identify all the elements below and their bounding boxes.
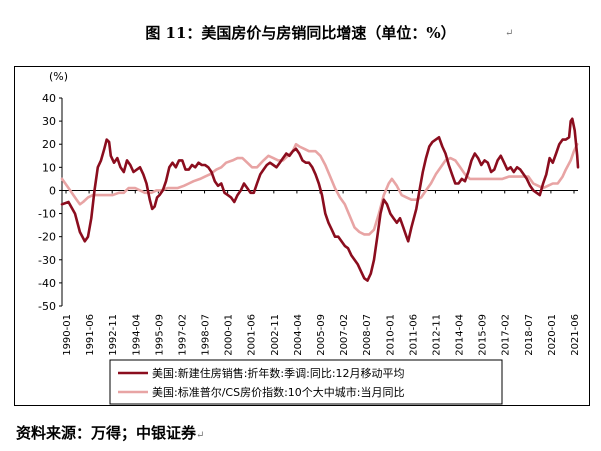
y-tick-label: -20 — [38, 231, 56, 244]
legend-label: 美国:标准普尔/CS房价指数:10个大中城市:当月同比 — [152, 385, 404, 399]
x-tick-label: 1995-09 — [154, 314, 165, 356]
x-tick-label: 2002-11 — [270, 314, 281, 356]
chart-title: 图 11：美国房价与房销同比增速（单位：%） ↵ — [0, 22, 601, 43]
x-tick-label: 2010-01 — [385, 314, 396, 356]
y-tick-label: -30 — [38, 254, 56, 267]
x-tick-label: 2011-06 — [408, 314, 419, 356]
x-tick-label: 2001-06 — [247, 314, 258, 356]
series-lines — [60, 117, 580, 282]
x-tick-label: 1994-04 — [131, 314, 142, 356]
footnote: 资料来源：万得；中银证券↵ — [16, 422, 204, 443]
y-tick-label: -40 — [38, 277, 56, 290]
x-tick-label: 2014-04 — [455, 314, 466, 356]
series-line-1 — [60, 117, 580, 282]
chart-frame — [14, 66, 590, 406]
x-tick-label: 1992-11 — [108, 314, 119, 356]
legend: 美国:新建住房销售:折年数:季调:同比:12月移动平均美国:标准普尔/CS房价指… — [109, 359, 503, 405]
x-tick-label: 2021-06 — [570, 314, 581, 356]
y-tick-label: -50 — [38, 300, 56, 313]
y-unit-label: (%) — [49, 70, 68, 83]
y-tick-label: 30 — [42, 115, 56, 128]
paragraph-mark: ↵ — [505, 28, 514, 39]
y-tick-label: -10 — [38, 208, 56, 221]
x-tick-label: 2017-02 — [501, 314, 512, 356]
y-tick-label: 0 — [49, 184, 56, 197]
y-axis: 40 30 20 10 0 -10 -20 -30 -40 -50 — [38, 92, 63, 313]
footnote-text: 资料来源：万得；中银证券 — [16, 424, 197, 442]
y-tick-label: 40 — [42, 92, 56, 105]
x-tick-label: 1998-07 — [201, 314, 212, 356]
y-tick-label: 10 — [42, 161, 56, 174]
x-tick-label: 2004-04 — [293, 314, 304, 356]
legend-box — [109, 359, 503, 405]
series-line-2 — [60, 142, 579, 236]
x-tick-label: 2000-01 — [224, 314, 235, 356]
x-tick-label: 2015-09 — [478, 314, 489, 356]
x-tick-label: 2005-09 — [316, 314, 327, 356]
x-tick-label: 2020-01 — [547, 314, 558, 356]
x-tick-label: 2007-02 — [339, 314, 350, 356]
y-tick-label: 20 — [42, 138, 56, 151]
x-tick-label: 2008-07 — [362, 314, 373, 356]
x-axis: 1990-01 1991-06 1992-11 1994-04 1995-09 1997-… — [62, 189, 581, 356]
x-tick-label: 2012-11 — [431, 314, 442, 356]
x-tick-label: 1991-06 — [85, 314, 96, 356]
x-tick-label: 1997-02 — [177, 314, 188, 356]
legend-label: 美国:新建住房销售:折年数:季调:同比:12月移动平均 — [152, 366, 405, 380]
x-tick-label: 1990-01 — [62, 314, 73, 356]
x-tick-label: 2018-07 — [524, 314, 535, 356]
chart-title-text: 图 11：美国房价与房销同比增速（单位：%） — [145, 24, 456, 42]
paragraph-mark: ↵ — [196, 430, 205, 441]
